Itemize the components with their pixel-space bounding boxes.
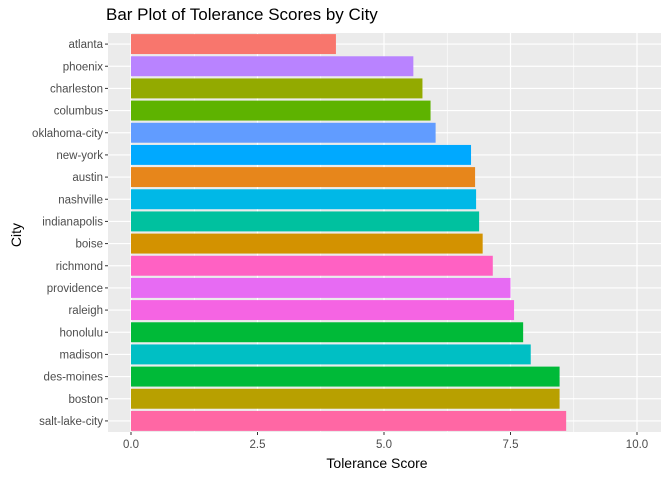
- bar-indianapolis: [131, 211, 480, 232]
- y-tick-label: des-moines: [44, 372, 104, 384]
- y-tick-label: atlanta: [68, 39, 103, 51]
- y-tick-label: boise: [76, 239, 104, 251]
- y-tick-label: new-york: [56, 150, 103, 162]
- y-tick-label: salt-lake-city: [39, 416, 103, 428]
- x-tick-label: 7.5: [503, 439, 519, 451]
- bar-columbus: [131, 100, 431, 121]
- bar-des-moines: [131, 366, 560, 387]
- bar-oklahoma-city: [131, 122, 436, 143]
- y-tick-label: nashville: [58, 194, 103, 206]
- bar-providence: [131, 277, 511, 298]
- bar-phoenix: [131, 56, 414, 77]
- x-axis-title: Tolerance Score: [326, 455, 428, 471]
- y-tick-label: madison: [60, 349, 103, 361]
- bar-new-york: [131, 144, 472, 165]
- y-tick-label: charleston: [50, 83, 103, 95]
- y-tick-label: honolulu: [60, 327, 103, 339]
- bar-atlanta: [131, 34, 336, 55]
- bar-charleston: [131, 78, 423, 99]
- bar-salt-lake-city: [131, 410, 567, 431]
- x-tick-label: 5.0: [376, 439, 392, 451]
- y-tick-label: boston: [68, 394, 103, 406]
- y-tick-label: austin: [72, 172, 103, 184]
- x-tick-label: 2.5: [250, 439, 266, 451]
- x-tick-label: 0.0: [123, 439, 139, 451]
- y-tick-label: providence: [47, 283, 103, 295]
- bar-boston: [131, 388, 560, 409]
- y-tick-label: raleigh: [68, 305, 103, 317]
- bar-richmond: [131, 255, 493, 276]
- bar-nashville: [131, 189, 477, 210]
- y-tick-label: indianapolis: [42, 216, 103, 228]
- y-tick-label: columbus: [54, 106, 103, 118]
- bar-raleigh: [131, 300, 515, 321]
- y-tick-label: phoenix: [63, 61, 104, 73]
- x-axis-title-wrap: Tolerance Score: [0, 455, 672, 471]
- y-axis-title: City: [8, 222, 24, 248]
- chart-title: Bar Plot of Tolerance Scores by City: [106, 5, 378, 24]
- y-tick-label: oklahoma-city: [32, 128, 103, 140]
- x-tick-label: 10.0: [626, 439, 648, 451]
- bar-madison: [131, 344, 531, 365]
- bar-boise: [131, 233, 483, 254]
- bar-austin: [131, 167, 476, 188]
- bar-honolulu: [131, 322, 524, 343]
- y-tick-label: richmond: [56, 261, 103, 273]
